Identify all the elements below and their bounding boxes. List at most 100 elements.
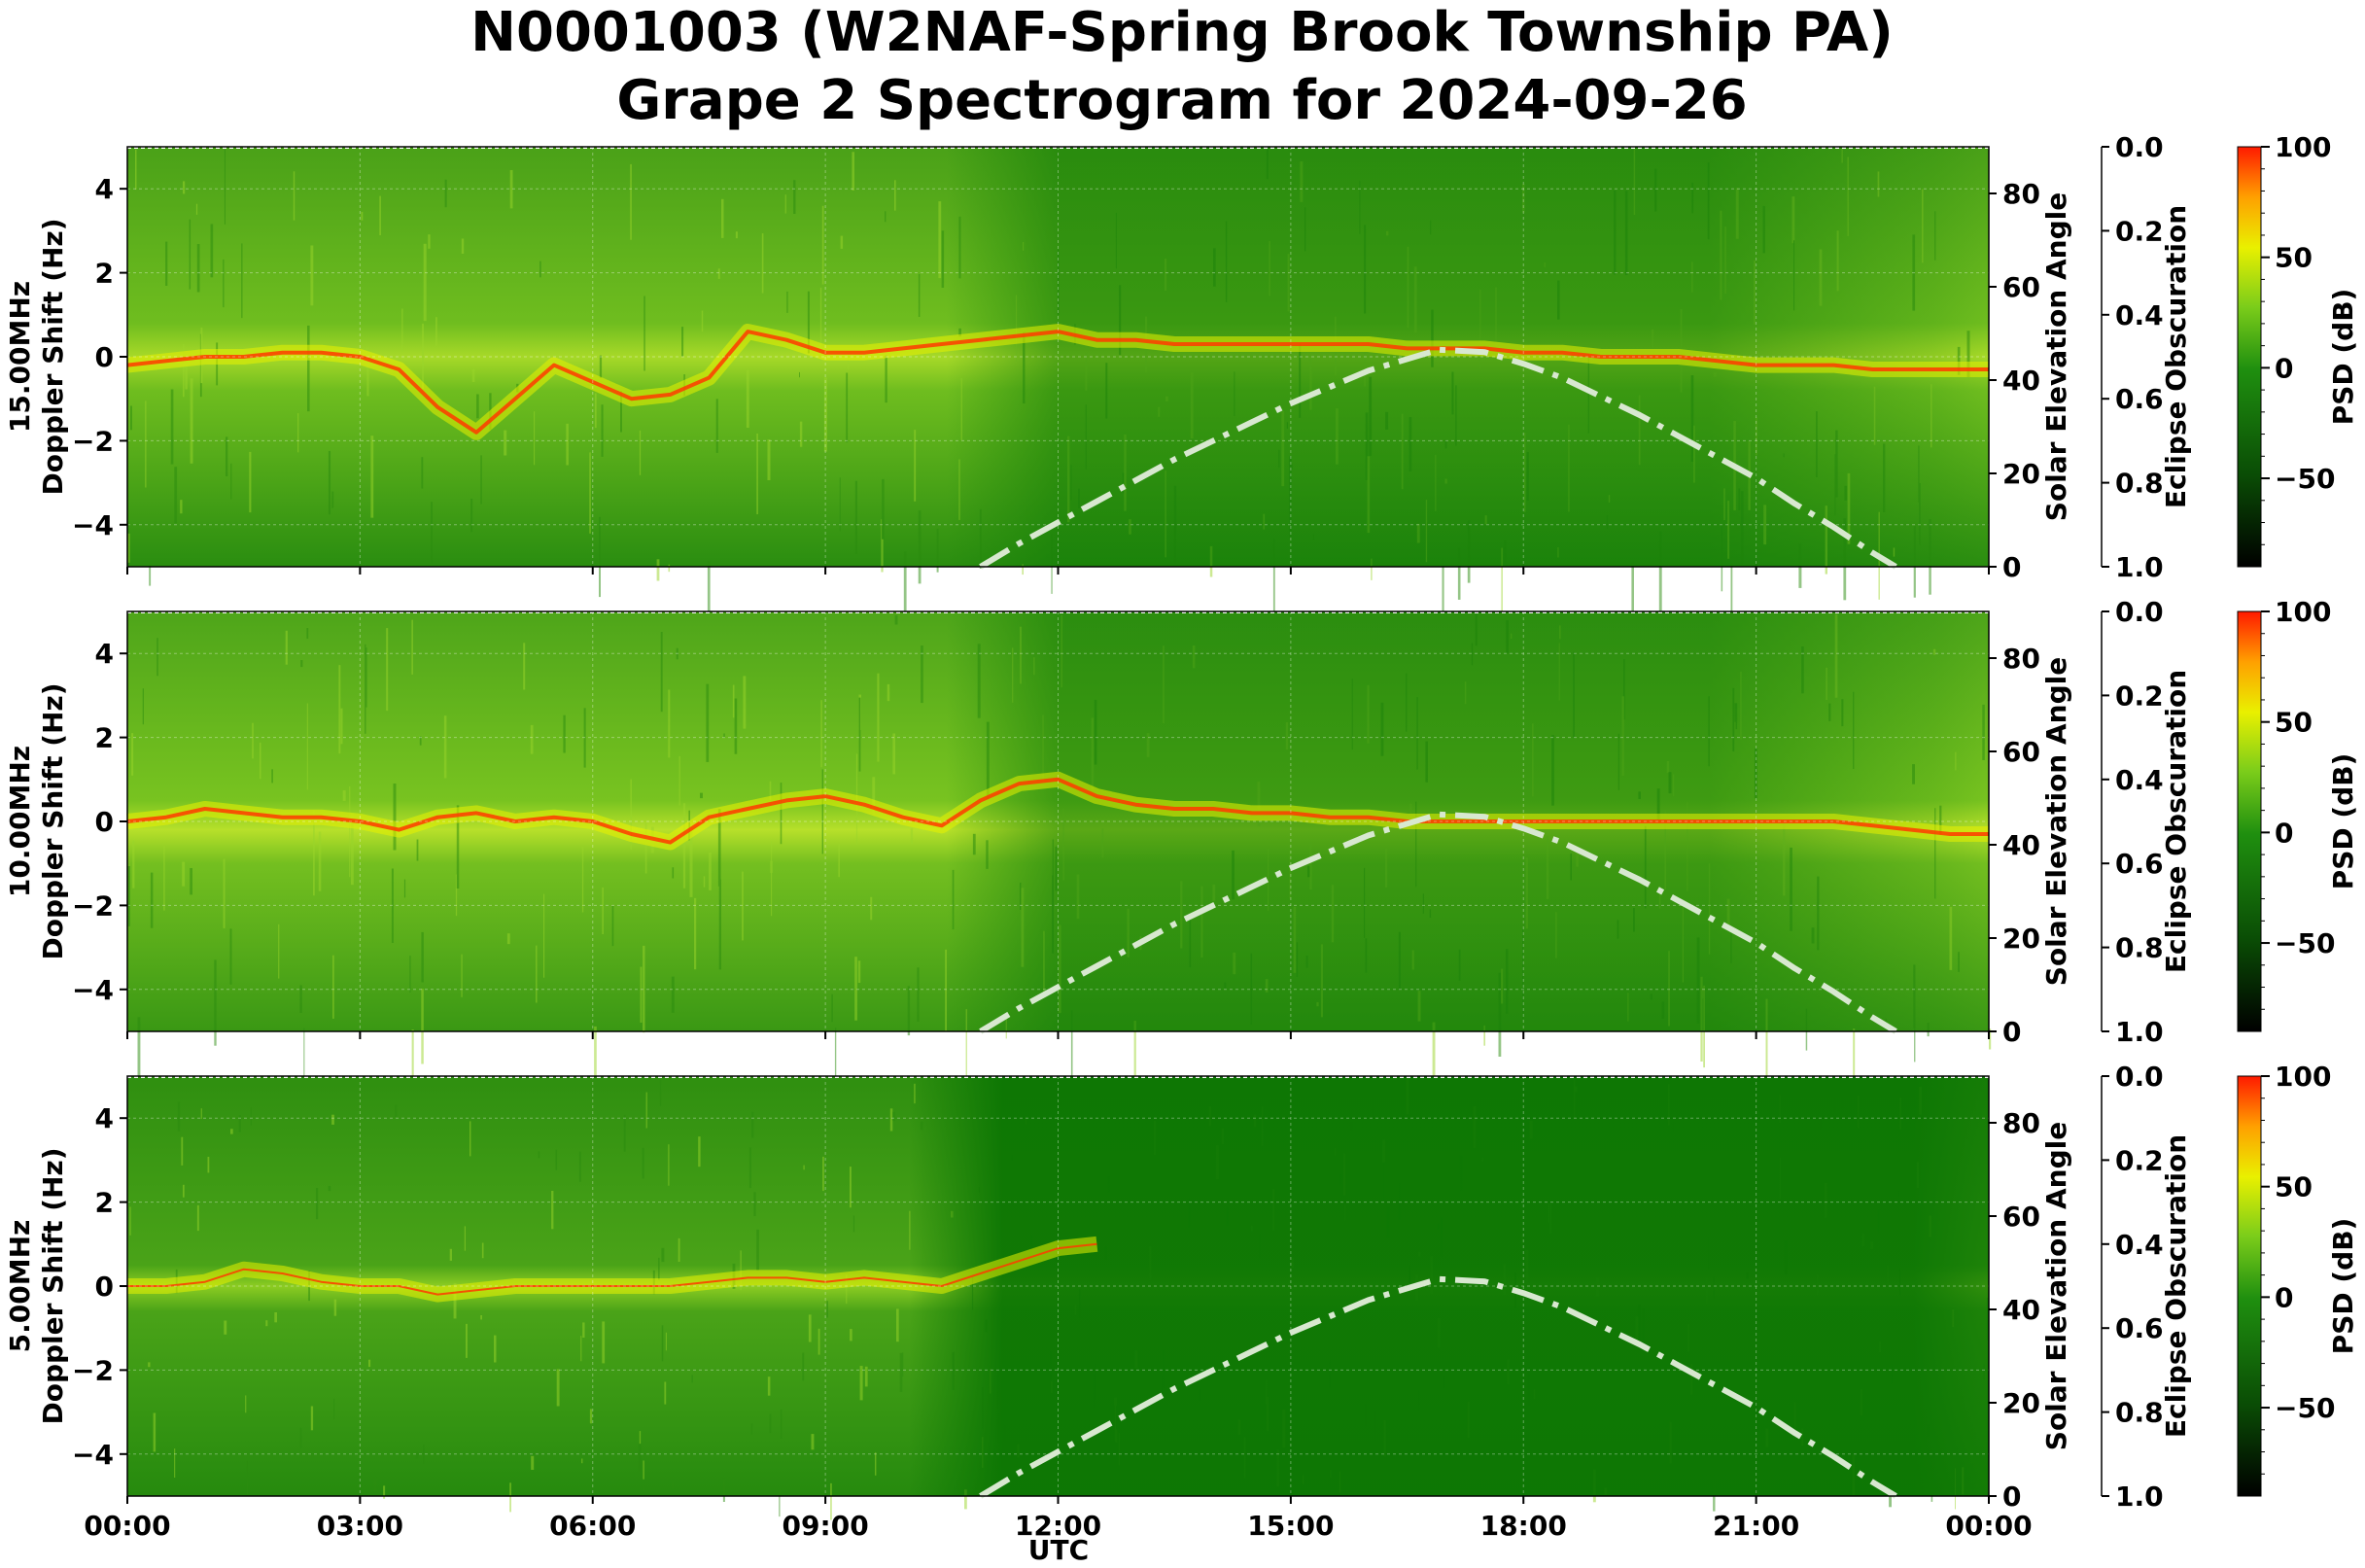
y-tick-label-elevation: 40 [2002,365,2040,397]
colorbar-tick-label: −50 [2275,463,2335,495]
spectrogram-streak [1432,1022,1436,1100]
spectrogram-streak [1730,563,1733,651]
colorbar-tick-label: 50 [2275,1171,2313,1203]
spectrogram-streak [1765,998,1768,1086]
y-axis-label-eclipse: Eclipse Obscuration [2160,670,2192,973]
colorbar [2237,610,2262,1032]
colorbar-tick-label: −50 [2275,927,2335,959]
y-tick-label-eclipse: 0.8 [2115,932,2164,964]
y-axis-label-eclipse: Eclipse Obscuration [2160,205,2192,508]
y-tick-label-eclipse: 1.0 [2115,551,2164,583]
y-tick-label-doppler: −2 [72,1354,114,1386]
x-tick-label: 00:00 [84,1510,170,1542]
y-tick-label-doppler: −4 [72,1439,114,1471]
y-tick-label-eclipse: 0.0 [2115,596,2164,628]
colorbar-tick-label: 0 [2275,817,2293,849]
spectrogram-streak [903,551,907,627]
y-tick-label-eclipse: 0.4 [2115,764,2164,796]
y-axis-label-elevation: Solar Elevation Angle [2040,657,2072,986]
y-tick-label-doppler: −4 [72,509,114,541]
spectrogram-streak [964,1489,967,1510]
y-tick-label-elevation: 80 [2002,1107,2040,1139]
y-tick-label-eclipse: 0.0 [2115,131,2164,163]
x-tick-label: 12:00 [1015,1510,1101,1542]
y-tick-label-doppler: 0 [95,341,114,373]
y-axis-label-doppler: Doppler Shift (Hz) [37,1147,69,1424]
y-tick-label-eclipse: 0.2 [2115,1144,2164,1176]
y-tick-label-eclipse: 1.0 [2115,1016,2164,1048]
spectrogram-streak [1989,1028,1992,1050]
y-tick-label-elevation: 20 [2002,923,2040,955]
spectrogram-streak [1853,1028,1856,1087]
y-axis-label-frequency: 10.00MHz [4,746,36,897]
x-tick-label: 00:00 [1945,1510,2032,1542]
gridlines [127,1076,1989,1496]
solar-elevation-curve [979,346,1897,570]
spectrogram-streak [1501,547,1503,621]
spectrogram-streak [1070,1010,1073,1076]
y-tick-label-doppler: 0 [95,806,114,838]
spectrogram-streak [594,1026,597,1111]
solar-elevation-curve [979,1275,1897,1499]
x-tick-label: 06:00 [549,1510,636,1542]
y-tick-label-doppler: 4 [95,1102,114,1134]
y-axis-label-doppler: Doppler Shift (Hz) [37,682,69,959]
spectrogram-streak [1371,558,1373,580]
spectrogram-streak [830,1482,832,1520]
y-tick-label-doppler: 2 [95,1187,114,1219]
y-axis-label-elevation: Solar Elevation Angle [2040,1122,2072,1450]
colorbar-tick-label: 50 [2275,707,2313,739]
colorbar-label: PSD (dB) [2327,753,2359,890]
y-tick-label-eclipse: 0.2 [2115,679,2164,712]
spectrogram-streak [1272,539,1275,616]
y-tick-label-elevation: 80 [2002,178,2040,210]
spectrogram-streak [1658,531,1662,615]
spectrogram-streak [303,1028,305,1099]
panel-5mhz: −4 −2 0 2 4 5.00MHz Doppler Shift (Hz) 0 20 40 60 8… [4,1061,2359,1542]
y-tick-label-doppler: 2 [95,722,114,754]
spectrogram-streak [707,560,711,652]
y-tick-label-elevation: 40 [2002,829,2040,861]
y-tick-label-eclipse: 1.0 [2115,1481,2164,1513]
y-tick-label-elevation: 60 [2002,271,2040,303]
y-tick-label-doppler: 2 [95,258,114,290]
x-tick-label: 15:00 [1247,1510,1334,1542]
y-axis-label-elevation: Solar Elevation Angle [2040,192,2072,521]
y-tick-label-doppler: −2 [72,425,114,457]
colorbar [2237,146,2262,568]
spectrogram-streak [1483,1025,1485,1046]
y-axis-label-eclipse: Eclipse Obscuration [2160,1134,2192,1438]
colorbar [2237,1075,2262,1497]
colorbar-tick-label: 100 [2275,1061,2331,1093]
spectrogram-streak [411,1029,414,1097]
panel-10mhz: −4 −2 0 2 4 10.00MHz Doppler Shift (Hz) 0 20 40 60… [4,596,2359,1111]
colorbar-label: PSD (dB) [2327,289,2359,426]
y-tick-label-doppler: 4 [95,173,114,205]
y-axis-label-frequency: 5.00MHz [4,1220,36,1353]
spectrogram-streak [965,1009,967,1085]
y-tick-label-eclipse: 0.0 [2115,1061,2164,1093]
colorbar-tick-label: 100 [2275,596,2331,628]
colorbar-tick-label: 0 [2275,1281,2293,1313]
x-tick-label: 09:00 [783,1510,869,1542]
doppler-trace [127,1242,1097,1296]
spectrogram-streak [1133,1021,1136,1102]
spectrogram-streak [656,559,660,581]
spectrogram-streak [149,564,152,586]
y-tick-label-elevation: 20 [2002,458,2040,490]
y-tick-label-elevation: 60 [2002,1201,2040,1233]
y-tick-label-eclipse: 0.4 [2115,299,2164,331]
y-tick-label-eclipse: 0.4 [2115,1229,2164,1261]
x-tick-label: 21:00 [1713,1510,1799,1542]
y-tick-label-elevation: 0 [2002,551,2021,583]
y-tick-label-eclipse: 0.6 [2115,848,2164,880]
y-tick-label-elevation: 0 [2002,1481,2021,1513]
figure-subtitle: Grape 2 Spectrogram for 2024-09-26 [616,69,1747,132]
y-axis-label-doppler: Doppler Shift (Hz) [37,218,69,495]
y-tick-label-doppler: −2 [72,889,114,922]
y-tick-label-elevation: 80 [2002,643,2040,675]
spectrogram-streak [668,564,671,573]
daytime-overlay [127,1076,1989,1496]
spectrogram-streak [1022,564,1024,575]
